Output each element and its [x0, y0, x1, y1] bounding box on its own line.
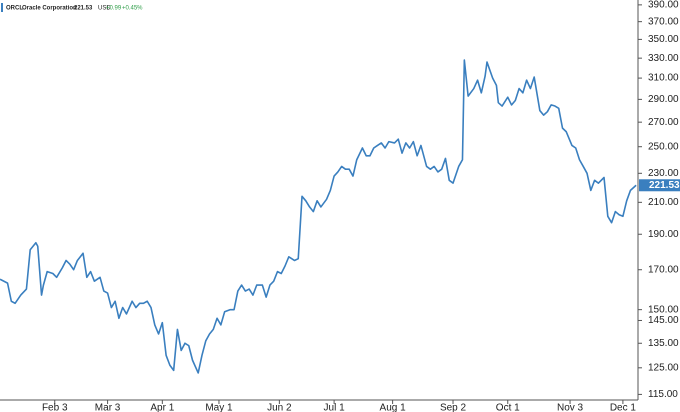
y-tick-label: 150.00 [648, 304, 679, 315]
last-price-label: 221.53 [649, 180, 680, 191]
x-tick-label: Jul 1 [324, 403, 346, 412]
x-tick-label: Sep 2 [440, 403, 467, 412]
y-tick-label: 250.00 [648, 141, 679, 152]
y-tick-label: 210.00 [648, 197, 679, 208]
x-tick-label: Oct 1 [496, 403, 520, 412]
symbol: ORCL [6, 6, 23, 12]
x-tick-label: May 1 [205, 403, 233, 412]
x-tick-label: Nov 3 [557, 403, 584, 412]
y-tick-label: 135.00 [648, 338, 679, 349]
y-tick-label: 145.00 [648, 315, 679, 326]
last-price-badge [639, 179, 680, 192]
y-tick-label: 310.00 [648, 73, 679, 84]
x-tick-label: Apr 1 [150, 403, 174, 412]
y-tick-label: 370.00 [648, 16, 679, 27]
y-tick-label: 270.00 [648, 117, 679, 128]
y-tick-label: 190.00 [648, 229, 679, 240]
currency: USD [98, 6, 111, 12]
x-tick-label: Jun 2 [267, 403, 292, 412]
x-tick-label: Feb 3 [42, 403, 68, 412]
company-name: Oracle Corporation [22, 6, 77, 12]
price-line [0, 59, 637, 374]
x-tick-label: Mar 3 [95, 403, 121, 412]
x-tick-label: Aug 1 [380, 403, 407, 412]
y-tick-label: 115.00 [648, 389, 678, 400]
y-tick-label: 230.00 [648, 168, 679, 179]
y-tick-label: 125.00 [648, 362, 679, 373]
change: +0.99 [106, 6, 122, 12]
y-tick-label: 390.00 [648, 0, 679, 11]
y-tick-label: 170.00 [648, 264, 679, 275]
change-percent: +0.45% [122, 6, 143, 12]
y-tick-label: 330.00 [648, 53, 679, 64]
y-tick-label: 350.00 [648, 34, 679, 45]
legend-swatch [1, 3, 3, 12]
x-tick-label: Dec 1 [610, 403, 637, 412]
header-price: 221.53 [74, 6, 93, 12]
y-tick-label: 290.00 [648, 94, 679, 105]
